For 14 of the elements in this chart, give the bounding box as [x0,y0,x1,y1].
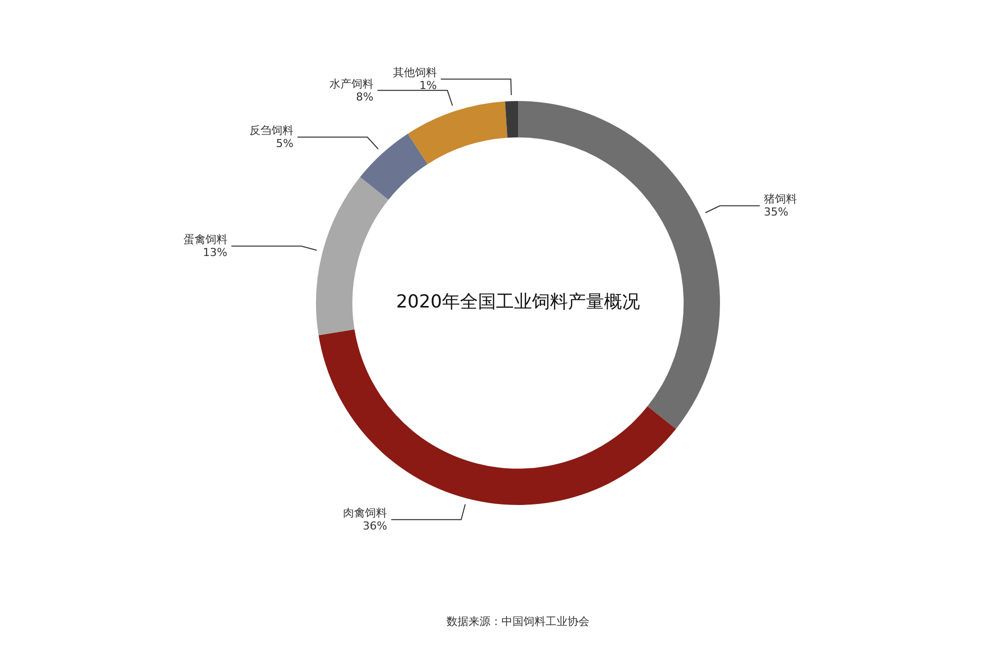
slice-label: 水产饲料 [329,77,374,90]
data-label: 35% [764,206,788,219]
data-label: 5% [276,137,294,150]
source-note: 数据来源：中国饲料工业协会 [446,614,590,628]
slice-label: 肉禽饲料 [343,506,388,520]
slice-label: 其他饲料 [392,66,437,79]
slice-label: 猪饲料 [764,192,797,206]
slice-label: 蛋禽饲料 [183,233,228,246]
data-label: 36% [362,520,388,533]
slice-label: 反刍饲料 [249,124,294,138]
data-label: 13% [202,246,228,260]
data-label: 8% [356,90,374,104]
text: 2020年全国工业饲料产量概况 [396,292,640,313]
data-label: 1% [419,78,437,92]
